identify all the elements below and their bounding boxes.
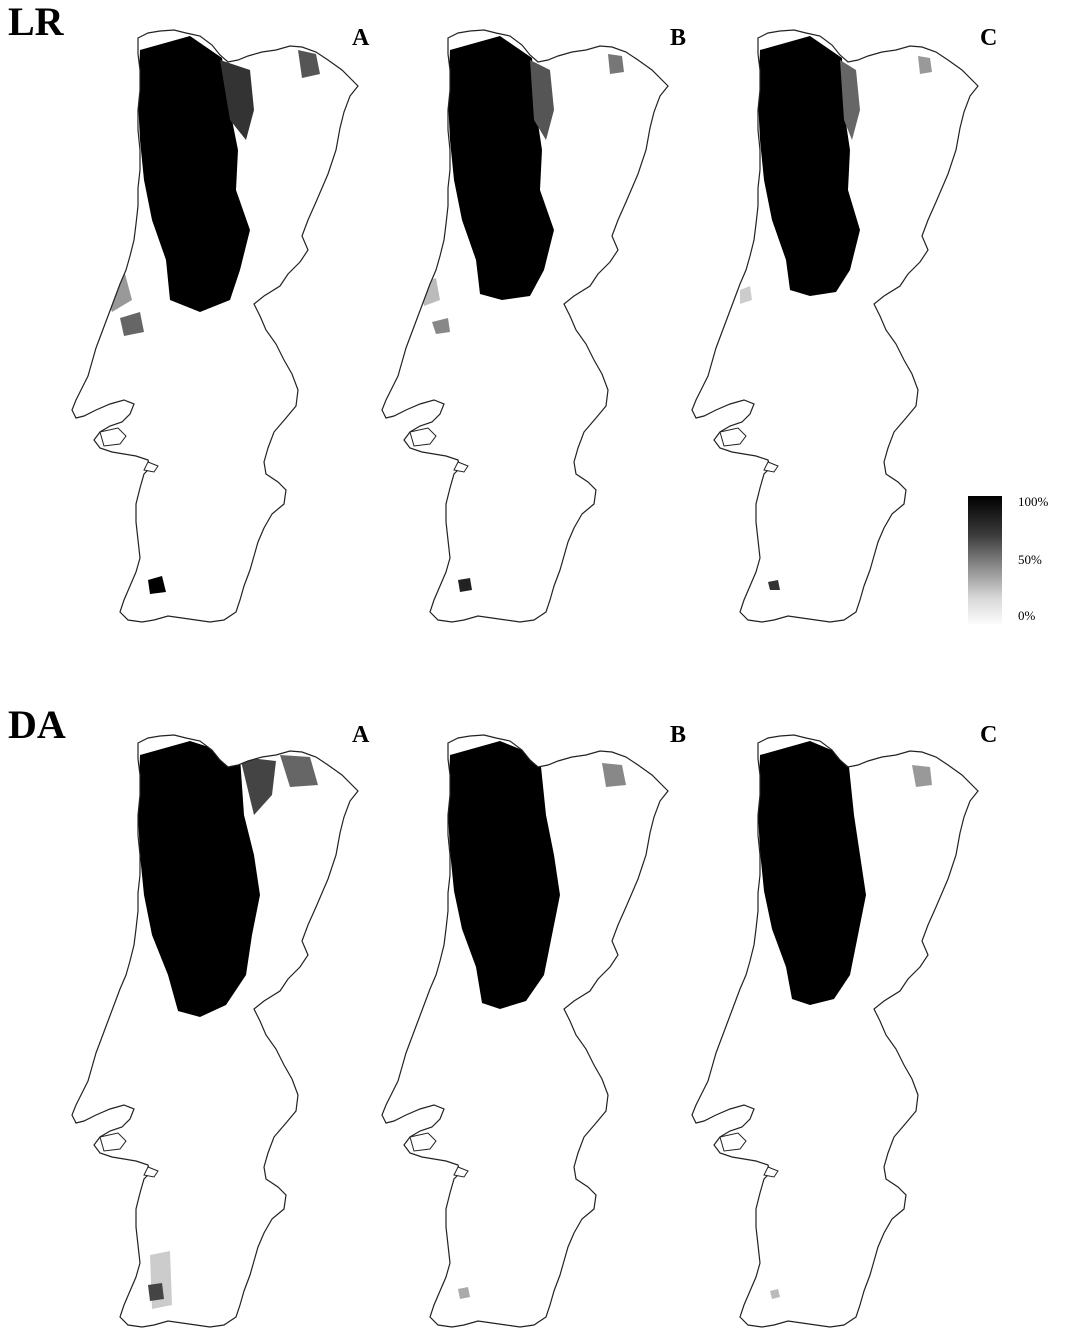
legend: 100% 50% 0%: [960, 490, 1060, 630]
probability-region: [758, 36, 860, 296]
da-map-panel-b: B: [350, 665, 686, 1330]
estuary-outline: [719, 1132, 747, 1152]
probability-region: [602, 763, 626, 787]
portugal-map: [381, 734, 669, 1328]
da-section: DA A B C: [0, 665, 1066, 1330]
section-label-da: DA: [8, 702, 66, 747]
portugal-map: [691, 734, 979, 1328]
panel-letter: C: [980, 25, 998, 51]
lr-map-panel-c: C: [660, 0, 997, 665]
country-outline: [71, 29, 359, 623]
portugal-map: [71, 734, 359, 1328]
country-outline: [381, 29, 669, 623]
lr-section: LR A B C 100% 50% 0%: [8, 0, 1060, 665]
probability-region: [740, 286, 752, 304]
country-outline: [71, 734, 359, 1328]
probability-region: [138, 36, 250, 312]
estuary-outline: [409, 1132, 437, 1152]
estuary-outline: [99, 427, 127, 447]
portugal-map: [381, 29, 669, 623]
estuary-outline: [143, 461, 159, 473]
legend-gradient-bar: [968, 496, 1002, 624]
country-outline: [691, 29, 979, 623]
probability-region: [148, 576, 166, 594]
estuary-outline: [143, 1166, 159, 1178]
legend-tick-high: 100%: [1018, 494, 1049, 509]
probability-region: [458, 578, 472, 592]
legend-tick-mid: 50%: [1018, 552, 1042, 567]
panel-letter: A: [352, 722, 370, 748]
estuary-outline: [453, 461, 469, 473]
probability-region: [770, 1289, 780, 1299]
probability-region: [138, 741, 260, 1017]
probability-region: [432, 318, 450, 334]
probability-region: [148, 1283, 164, 1301]
estuary-outline: [763, 461, 779, 473]
country-outline: [691, 734, 979, 1328]
probability-region: [918, 56, 932, 74]
probability-region: [240, 757, 276, 815]
probability-region: [220, 60, 254, 140]
probability-region: [100, 270, 132, 312]
legend-tick-low: 0%: [1018, 608, 1036, 623]
probability-region: [840, 60, 860, 140]
probability-region: [768, 580, 780, 590]
estuary-outline: [763, 1166, 779, 1178]
probability-region: [298, 50, 320, 78]
estuary-outline: [99, 1132, 127, 1152]
estuary-outline: [409, 427, 437, 447]
panel-letter: B: [670, 722, 687, 748]
probability-region: [448, 36, 554, 300]
probability-region: [458, 1287, 470, 1299]
probability-region: [448, 741, 560, 1009]
section-label-lr: LR: [8, 0, 64, 44]
portugal-map: [691, 29, 979, 623]
probability-region: [758, 741, 866, 1005]
probability-region: [530, 60, 554, 140]
probability-region: [120, 312, 144, 336]
probability-region: [912, 765, 932, 787]
lr-map-panel-a: A: [40, 0, 369, 665]
da-map-panel-c: C: [660, 665, 997, 1330]
estuary-outline: [453, 1166, 469, 1178]
lr-map-panel-b: B: [350, 0, 686, 665]
country-outline: [381, 734, 669, 1328]
panel-letter: C: [980, 722, 998, 748]
panel-letter: A: [352, 25, 370, 51]
panel-letter: B: [670, 25, 687, 51]
portugal-map: [71, 29, 359, 623]
probability-region: [608, 54, 624, 74]
estuary-outline: [719, 427, 747, 447]
da-map-panel-a: A: [40, 665, 369, 1330]
probability-region: [280, 755, 318, 787]
